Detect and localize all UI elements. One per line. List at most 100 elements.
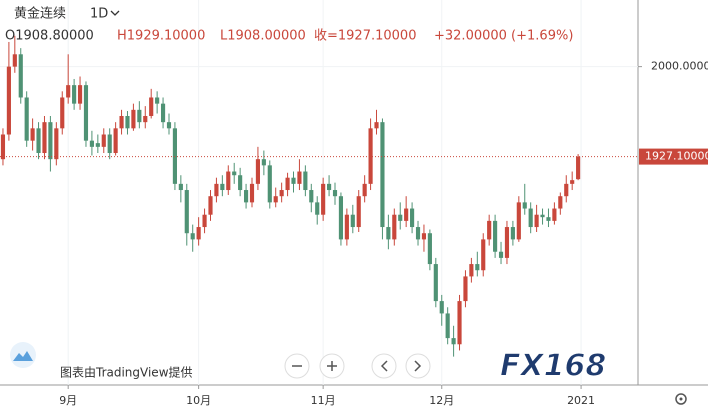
candle-body <box>95 143 100 147</box>
candle-body <box>439 301 444 314</box>
legend-item: O1908.80000 <box>5 29 94 44</box>
candle-body <box>332 190 338 197</box>
candle-body <box>344 214 349 240</box>
candle-body <box>66 85 71 98</box>
candle-body <box>291 177 296 184</box>
tv-logo <box>10 342 36 368</box>
candle-body <box>137 109 142 123</box>
candle-body <box>89 140 94 147</box>
candle-body <box>131 109 136 129</box>
candle-body <box>30 128 35 141</box>
candle-body <box>243 190 249 203</box>
candle-body <box>202 214 207 228</box>
candle-body <box>12 54 17 67</box>
candle-body <box>303 171 308 191</box>
candle-body <box>338 196 344 240</box>
candle-body <box>309 190 314 203</box>
candle-body <box>433 264 438 302</box>
candle-body <box>238 175 243 191</box>
candle-body <box>427 233 432 265</box>
candle-body <box>504 227 510 258</box>
candle-body <box>445 313 450 339</box>
candle-body <box>350 214 355 228</box>
candle-body <box>166 122 172 129</box>
candle-body <box>552 208 557 221</box>
candle-body <box>249 183 255 203</box>
candle-body <box>226 171 231 191</box>
candle-body <box>457 301 462 345</box>
plot-area <box>0 0 638 385</box>
candle-body <box>77 85 83 104</box>
legend-item: 收=1927.10000 <box>314 29 416 44</box>
candle-body <box>498 251 504 258</box>
scroll-left-button[interactable] <box>371 353 397 379</box>
candle-body <box>160 103 166 123</box>
candle-body <box>451 338 456 345</box>
candle-body <box>463 276 468 302</box>
candle-body <box>321 183 326 215</box>
candle-body <box>481 239 486 271</box>
settings-icon[interactable] <box>675 393 687 405</box>
candle-body <box>54 128 59 160</box>
candle-body <box>184 190 189 234</box>
candle-body <box>48 122 53 160</box>
last-price-label: 1927.10000 <box>645 150 708 163</box>
candle-body <box>36 128 41 154</box>
candle-body <box>24 97 29 141</box>
candle-body <box>386 227 391 240</box>
candle-body <box>255 159 261 184</box>
candle-body <box>315 202 320 215</box>
logo-icon <box>13 351 33 361</box>
candle-body <box>279 190 284 197</box>
zoom-controls <box>284 353 431 379</box>
candle-body <box>356 196 361 228</box>
candle-body <box>540 214 545 218</box>
logo-circle <box>10 342 36 368</box>
x-tick-label: 9月 <box>59 394 77 407</box>
candle-body <box>570 180 575 184</box>
candle-body <box>107 134 112 154</box>
candle-body <box>60 97 65 129</box>
candle-body <box>297 171 302 184</box>
candle-body <box>119 115 124 129</box>
watermark-logo: FX168 <box>500 349 606 384</box>
candle-body <box>327 183 332 191</box>
candle-body <box>398 214 403 221</box>
x-tick-label: 10月 <box>186 394 211 407</box>
candle-body <box>368 128 373 184</box>
candle-body <box>178 183 183 191</box>
candle-body <box>380 122 385 228</box>
scroll-right-button[interactable] <box>405 353 431 379</box>
candle-body <box>516 202 521 240</box>
gear[interactable] <box>675 393 687 405</box>
candle-body <box>534 214 539 228</box>
candle-body <box>421 233 427 240</box>
interval[interactable]: 1D <box>90 7 108 22</box>
interval-dropdown[interactable] <box>110 10 120 16</box>
right-icon <box>414 360 422 372</box>
last-price-tag <box>639 148 708 165</box>
candle-body <box>392 214 397 240</box>
legend-item: +32.00000 (+1.69%) <box>434 29 573 44</box>
candle-body <box>232 171 237 176</box>
candle-body <box>72 85 77 104</box>
candle-body <box>149 97 154 116</box>
candle-body <box>487 220 492 240</box>
left-icon <box>380 360 388 372</box>
candle-body <box>113 128 118 154</box>
y-tick-label: 2000.00000 <box>651 60 708 73</box>
ohlc-legend: O1908.80000 H1929.10000 L1908.00000 收=1927.… <box>5 29 573 44</box>
attribution[interactable]: 图表由TradingView提供 <box>60 365 193 380</box>
candle-body <box>510 227 515 240</box>
candle-body <box>564 183 569 197</box>
candle-body <box>208 196 213 215</box>
candle-body <box>196 227 201 240</box>
candle-body <box>83 85 89 141</box>
candle-body <box>6 66 11 135</box>
candle-body <box>0 134 6 160</box>
candle-body <box>18 54 23 98</box>
candle-body <box>101 134 106 147</box>
x-tick-label: 12月 <box>429 394 454 407</box>
candle-body <box>404 208 409 221</box>
